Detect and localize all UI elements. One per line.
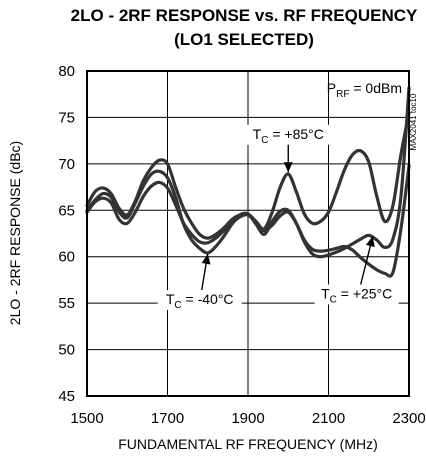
grid-layer xyxy=(87,71,409,396)
y-tick-label-6: 75 xyxy=(58,109,75,126)
x-axis-title: FUNDAMENTAL RF FREQUENCY (MHz) xyxy=(118,436,378,452)
y-tick-label-2: 55 xyxy=(58,295,75,312)
annotation-arrow-head-1 xyxy=(201,253,211,265)
annotation-bg-0 xyxy=(246,124,331,145)
x-tick-label-2: 1900 xyxy=(231,410,264,427)
plot-frame xyxy=(86,70,410,397)
y-tick-label-5: 70 xyxy=(58,156,75,173)
series-layer xyxy=(85,86,411,278)
condition-sub: RF xyxy=(336,89,349,100)
annotation-bg-2 xyxy=(314,284,399,305)
annotation-label-1: TC = -40°C xyxy=(166,291,234,311)
y-tick-label-4: 65 xyxy=(58,202,75,219)
chart-title-line2: (LO1 SELECTED) xyxy=(174,30,314,49)
annotation-label-0: TC = +85°C xyxy=(253,126,324,146)
y-tick-label-7: 80 xyxy=(58,63,75,80)
y-tick-labels: 45 50 55 60 65 70 75 80 xyxy=(58,63,75,405)
x-tick-label-0: 1500 xyxy=(70,410,103,427)
annotation-0: TC = +85°C xyxy=(246,124,331,173)
annotation-arrow-head-0 xyxy=(283,162,293,173)
condition-main: P xyxy=(327,80,336,96)
condition-rest: = 0dBm xyxy=(349,80,402,96)
x-tick-label-3: 2100 xyxy=(312,410,345,427)
x-tick-label-1: 1700 xyxy=(151,410,184,427)
annotation-arrow-head-2 xyxy=(365,236,375,248)
annotation-2: TC = +25°C xyxy=(314,236,399,306)
annotation-label-2: TC = +25°C xyxy=(321,286,392,306)
x-tick-labels: 1500 1700 1900 2100 2300 xyxy=(70,410,425,427)
annotation-1: TC = -40°C xyxy=(157,253,242,311)
y-tick-label-0: 45 xyxy=(58,388,75,405)
y-tick-label-1: 50 xyxy=(58,342,75,359)
chart-title-line1: 2LO - 2RF RESPONSE vs. RF FREQUENCY xyxy=(71,6,418,25)
side-code-label: MAX2041 toc10 xyxy=(409,93,418,150)
series-line-2 xyxy=(85,164,411,278)
x-tick-label-4: 2300 xyxy=(392,410,425,427)
y-axis-title: 2LO - 2RF RESPONSE (dBc) xyxy=(7,141,23,325)
annotation-bg-1 xyxy=(157,290,242,311)
y-tick-label-3: 60 xyxy=(58,249,75,266)
annotation-layer: TC = +85°C TC = -40°C TC = +25°C xyxy=(157,124,399,311)
condition-label: PRF = 0dBm xyxy=(327,80,402,100)
